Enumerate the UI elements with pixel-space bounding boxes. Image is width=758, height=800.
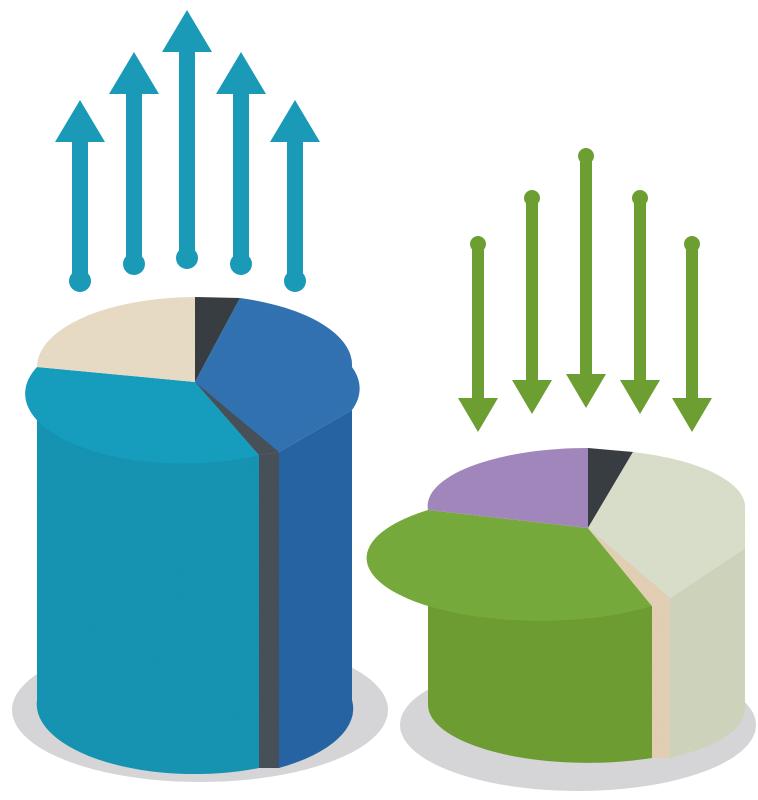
up-arrows-group: [55, 10, 320, 292]
down-arrow-icon: [512, 190, 552, 414]
up-arrow-icon: [109, 52, 159, 275]
up-arrow-icon: [55, 100, 105, 292]
left-cylinder-body-teal: [36, 367, 260, 775]
right-cylinder-body-tan-seam: [652, 598, 670, 758]
right-cylinder-top-purple: [427, 447, 588, 528]
right-cylinder-top-dark: [588, 448, 633, 528]
right-cylinder-body-sage: [670, 548, 746, 758]
left-cylinder: [25, 297, 360, 775]
left-cylinder-body-dark-seam: [259, 452, 279, 768]
down-arrow-icon: [566, 148, 606, 408]
up-arrow-icon: [216, 52, 266, 275]
down-arrow-icon: [458, 236, 498, 432]
right-cylinder-top-green: [366, 510, 652, 621]
up-arrow-icon: [270, 100, 320, 292]
left-cylinder-group: [12, 297, 388, 782]
down-arrows-group: [458, 148, 712, 432]
left-cylinder-top-dark: [195, 297, 240, 382]
left-cylinder-top-blue: [195, 298, 360, 455]
left-cylinder-top-teal: [25, 367, 259, 464]
right-cylinder-group: [366, 447, 756, 791]
down-arrow-icon: [620, 190, 660, 414]
left-cylinder-body-blue: [279, 410, 354, 768]
left-cylinder-top-blue-edge: [195, 382, 279, 455]
down-arrow-icon: [672, 236, 712, 432]
left-cylinder-top-cream: [37, 297, 195, 382]
right-cylinder: [366, 447, 746, 763]
right-cylinder-top-tan: [588, 528, 670, 606]
up-arrow-icon: [162, 10, 212, 269]
